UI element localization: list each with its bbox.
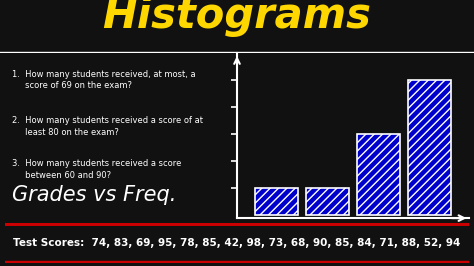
FancyBboxPatch shape [0,224,474,263]
Text: 3.  How many students received a score
     between 60 and 90?: 3. How many students received a score be… [12,159,181,180]
Bar [357,134,401,215]
Text: Histograms: Histograms [102,0,372,37]
Text: 1.  How many students received, at most, a
     score of 69 on the exam?: 1. How many students received, at most, … [12,70,195,90]
Bar [408,80,451,215]
Text: Test Scores:  74, 83, 69, 95, 78, 85, 42, 98, 73, 68, 90, 85, 84, 71, 88, 52, 94: Test Scores: 74, 83, 69, 95, 78, 85, 42,… [13,238,461,248]
Text: 2.  How many students received a score of at
     least 80 on the exam?: 2. How many students received a score of… [12,116,203,137]
Bar [306,188,349,215]
Bar [255,188,298,215]
Text: Grades vs Freq.: Grades vs Freq. [12,185,176,205]
